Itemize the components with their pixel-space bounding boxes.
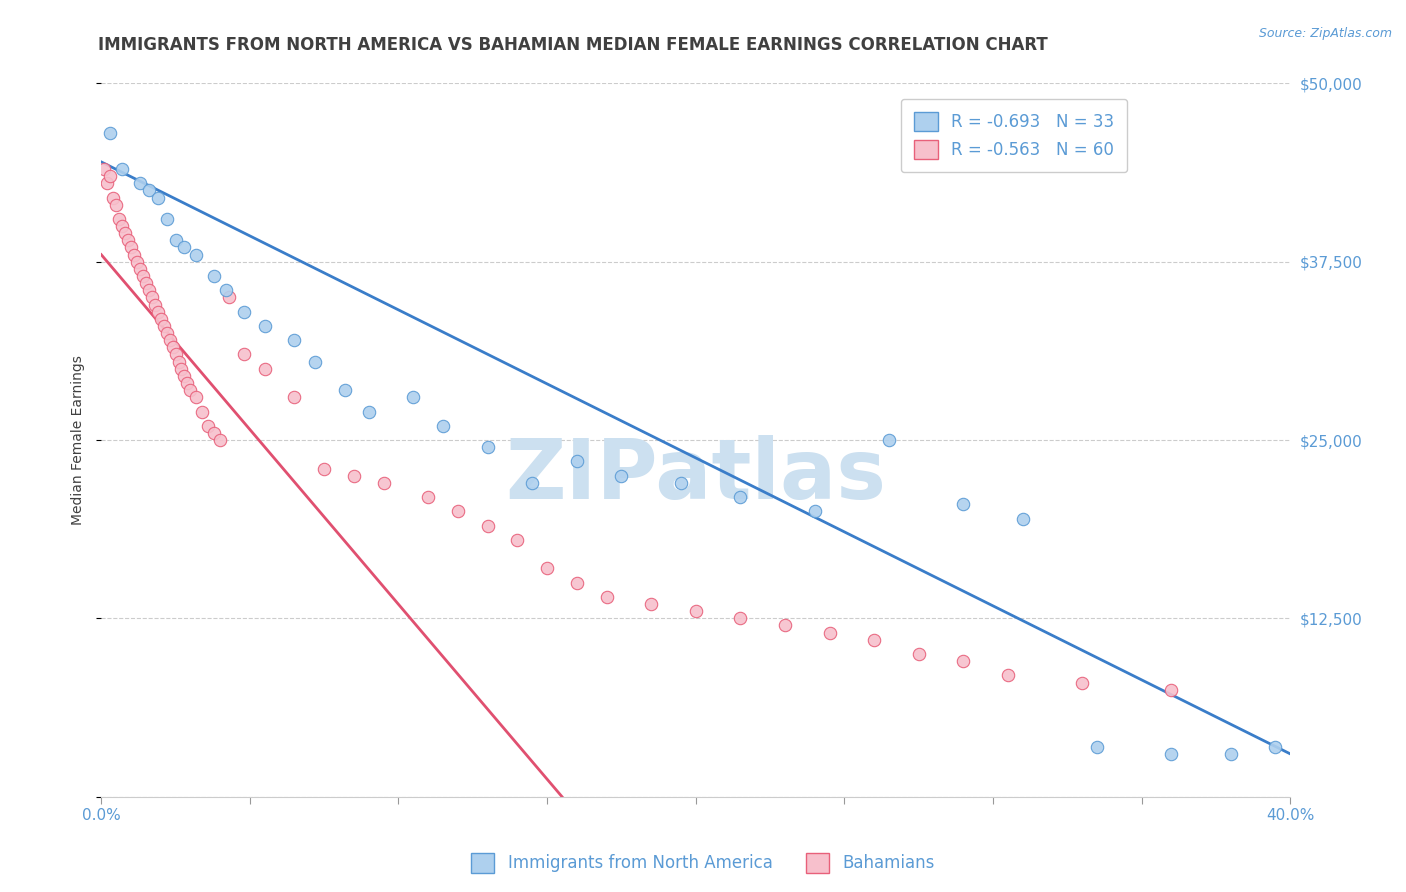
Point xyxy=(863,632,886,647)
Point xyxy=(117,233,139,247)
Point xyxy=(522,475,544,490)
Point xyxy=(333,383,356,397)
Point xyxy=(595,590,617,604)
Point xyxy=(146,190,169,204)
Point xyxy=(304,354,326,368)
Point xyxy=(1085,739,1108,754)
Point xyxy=(373,475,395,490)
Point xyxy=(128,176,150,190)
Point xyxy=(170,361,193,376)
Point xyxy=(167,354,190,368)
Point xyxy=(138,183,160,197)
Point xyxy=(146,304,169,318)
Text: IMMIGRANTS FROM NORTH AMERICA VS BAHAMIAN MEDIAN FEMALE EARNINGS CORRELATION CHA: IMMIGRANTS FROM NORTH AMERICA VS BAHAMIA… xyxy=(98,36,1047,54)
Point xyxy=(218,290,240,304)
Point xyxy=(138,283,160,297)
Point xyxy=(477,440,499,454)
Point xyxy=(165,347,187,361)
Point xyxy=(173,368,195,383)
Point xyxy=(96,176,118,190)
Point xyxy=(132,268,155,283)
Point xyxy=(253,361,276,376)
Point xyxy=(669,475,692,490)
Point xyxy=(209,433,232,447)
Point xyxy=(803,504,825,518)
Point xyxy=(186,247,208,261)
Y-axis label: Median Female Earnings: Median Female Earnings xyxy=(72,355,86,525)
Legend: R = -0.693   N = 33, R = -0.563   N = 60: R = -0.693 N = 33, R = -0.563 N = 60 xyxy=(901,99,1128,172)
Point xyxy=(165,233,187,247)
Point xyxy=(314,461,336,475)
Point xyxy=(232,347,254,361)
Point xyxy=(253,318,276,333)
Point xyxy=(565,575,588,590)
Legend: Immigrants from North America, Bahamians: Immigrants from North America, Bahamians xyxy=(464,847,942,880)
Point xyxy=(179,383,201,397)
Text: Source: ZipAtlas.com: Source: ZipAtlas.com xyxy=(1258,27,1392,40)
Point xyxy=(343,468,366,483)
Point xyxy=(1160,682,1182,697)
Point xyxy=(952,497,974,511)
Point xyxy=(357,404,380,418)
Point xyxy=(1160,747,1182,761)
Point xyxy=(418,490,440,504)
Point xyxy=(93,161,115,176)
Point xyxy=(135,276,157,290)
Point xyxy=(141,290,163,304)
Point xyxy=(565,454,588,468)
Point xyxy=(186,390,208,404)
Point xyxy=(191,404,214,418)
Point xyxy=(215,283,238,297)
Point xyxy=(156,211,179,226)
Point xyxy=(402,390,425,404)
Point xyxy=(202,425,225,440)
Point xyxy=(1219,747,1241,761)
Point xyxy=(877,433,900,447)
Point xyxy=(162,340,184,354)
Point xyxy=(152,318,174,333)
Point xyxy=(159,333,181,347)
Point xyxy=(111,219,134,233)
Point xyxy=(156,326,179,340)
Point xyxy=(125,254,148,268)
Point xyxy=(128,261,150,276)
Point xyxy=(197,418,219,433)
Point xyxy=(536,561,558,575)
Point xyxy=(1011,511,1033,525)
Text: ZIPatlas: ZIPatlas xyxy=(505,435,886,516)
Point xyxy=(997,668,1019,682)
Point xyxy=(111,161,134,176)
Point xyxy=(952,654,974,668)
Point xyxy=(202,268,225,283)
Point xyxy=(477,518,499,533)
Point xyxy=(98,169,121,183)
Point xyxy=(283,390,305,404)
Point xyxy=(173,240,195,254)
Point xyxy=(907,647,929,661)
Point xyxy=(114,226,136,240)
Point xyxy=(730,490,752,504)
Point xyxy=(730,611,752,625)
Point xyxy=(640,597,662,611)
Point xyxy=(818,625,841,640)
Point xyxy=(432,418,454,433)
Point xyxy=(447,504,470,518)
Point xyxy=(122,247,145,261)
Point xyxy=(232,304,254,318)
Point xyxy=(120,240,142,254)
Point xyxy=(283,333,305,347)
Point xyxy=(506,533,529,547)
Point xyxy=(143,297,166,311)
Point xyxy=(105,197,128,211)
Point xyxy=(108,211,131,226)
Point xyxy=(1264,739,1286,754)
Point xyxy=(149,311,172,326)
Point xyxy=(1071,675,1094,690)
Point xyxy=(610,468,633,483)
Point xyxy=(685,604,707,618)
Point xyxy=(773,618,796,632)
Point xyxy=(101,190,124,204)
Point xyxy=(98,127,121,141)
Point xyxy=(176,376,198,390)
